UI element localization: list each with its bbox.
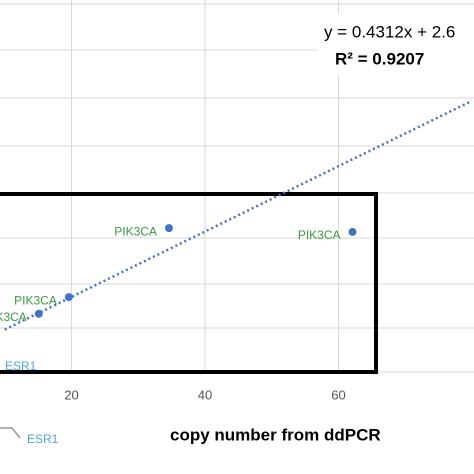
trendline: [4, 99, 473, 331]
x-tick-label: 40: [198, 387, 212, 402]
annotation: ESR1: [5, 359, 37, 373]
legend-label: ESR1: [27, 432, 59, 446]
equation: y = 0.4312x + 2.6: [324, 22, 455, 41]
point: [164, 224, 173, 233]
x-axis-title: copy number from ddPCR: [170, 425, 381, 444]
point-label: PIK3CA: [0, 310, 27, 324]
equation-bg: [318, 14, 474, 76]
x-tick-label: 60: [331, 387, 345, 402]
x-tick-label: 20: [64, 387, 78, 402]
point-label: PIK3CA: [14, 293, 57, 307]
point: [348, 227, 357, 236]
point: [64, 293, 73, 302]
legend-line: [0, 427, 21, 439]
point-label: PIK3CA: [298, 228, 341, 242]
point: [34, 309, 43, 318]
point-label: PIK3CA: [114, 224, 157, 238]
highlight-box: [0, 192, 378, 374]
r-squared: R² = 0.9207: [335, 49, 424, 68]
